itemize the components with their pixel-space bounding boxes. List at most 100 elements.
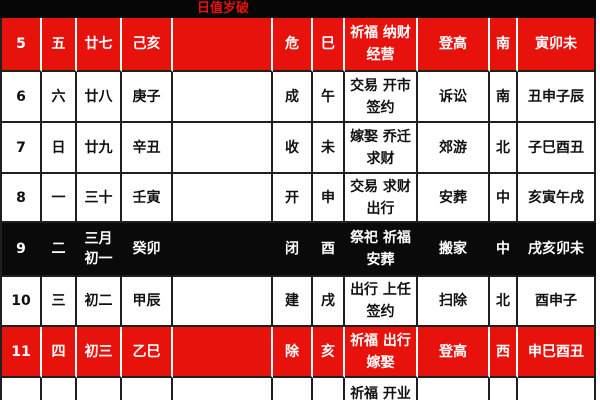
hour-branch-cell: 午: [313, 72, 345, 123]
note-cell: [173, 18, 273, 72]
weekday-cell: 四: [42, 327, 77, 378]
ganzhi-cell: 己亥: [122, 18, 173, 72]
duty-officer-cell: 成: [273, 72, 313, 123]
date-cell: [0, 378, 42, 400]
activity-cell: 诉讼: [418, 72, 490, 123]
hour-branch-cell: 亥: [313, 327, 345, 378]
activity-cell: 登高: [418, 327, 490, 378]
auspicious-activities-cell: 祭祀 祈福 安葬: [345, 223, 418, 277]
clash-hours-cell: [518, 378, 596, 400]
note-cell: [173, 277, 273, 327]
hour-branch-cell: 戌: [313, 277, 345, 327]
auspicious-activities-cell: 嫁娶 乔迁 求财: [345, 123, 418, 174]
table-row: 祈福 开业: [0, 378, 596, 400]
clash-hours-cell: 寅卯未: [518, 18, 596, 72]
direction-cell: 中: [490, 223, 518, 277]
note-cell: [173, 174, 273, 223]
banner-cell: [345, 0, 418, 18]
direction-cell: 南: [490, 72, 518, 123]
auspicious-activities-cell: 祈福 纳财 经营: [345, 18, 418, 72]
clash-hours-cell: 丑申子辰: [518, 72, 596, 123]
activity-cell: [418, 378, 490, 400]
auspicious-activities-cell: 交易 开市 签约: [345, 72, 418, 123]
auspicious-activities-cell: 祈福 出行 嫁娶: [345, 327, 418, 378]
direction-cell: 中: [490, 174, 518, 223]
activity-cell: 搬家: [418, 223, 490, 277]
hour-branch-cell: [313, 378, 345, 400]
weekday-cell: 六: [42, 72, 77, 123]
date-cell: 10: [0, 277, 42, 327]
activity-cell: 郊游: [418, 123, 490, 174]
hour-branch-cell: 申: [313, 174, 345, 223]
note-cell: [173, 72, 273, 123]
ganzhi-cell: 庚子: [122, 72, 173, 123]
clash-hours-cell: 戌亥卯未: [518, 223, 596, 277]
hour-branch-cell: 酉: [313, 223, 345, 277]
banner-label: 日值岁破: [173, 0, 273, 18]
duty-officer-cell: 除: [273, 327, 313, 378]
banner-cell: [77, 0, 122, 18]
weekday-cell: 日: [42, 123, 77, 174]
direction-cell: 南: [490, 18, 518, 72]
date-cell: 6: [0, 72, 42, 123]
table-row: 8 一 三十 壬寅 开 申 交易 求财 出行 安葬 中 亥寅午戌: [0, 174, 596, 223]
banner-cell: [490, 0, 518, 18]
direction-cell: 北: [490, 277, 518, 327]
table-row: 11 四 初三 乙巳 除 亥 祈福 出行 嫁娶 登高 西 申巳酉丑: [0, 327, 596, 378]
clash-hours-cell: 子巳酉丑: [518, 123, 596, 174]
lunar-date-cell: 廿八: [77, 72, 122, 123]
banner-cell: [273, 0, 313, 18]
ganzhi-cell: 乙巳: [122, 327, 173, 378]
table-row: 7 日 廿九 辛丑 收 未 嫁娶 乔迁 求财 郊游 北 子巳酉丑: [0, 123, 596, 174]
hour-branch-cell: 未: [313, 123, 345, 174]
banner-cell: [122, 0, 173, 18]
direction-cell: 西: [490, 327, 518, 378]
activity-cell: 安葬: [418, 174, 490, 223]
auspicious-activities-cell: 交易 求财 出行: [345, 174, 418, 223]
date-cell: 8: [0, 174, 42, 223]
note-cell: [173, 123, 273, 174]
banner-cell: [313, 0, 345, 18]
auspicious-activities-cell: 出行 上任 签约: [345, 277, 418, 327]
ganzhi-cell: 癸卯: [122, 223, 173, 277]
duty-officer-cell: 危: [273, 18, 313, 72]
ganzhi-cell: [122, 378, 173, 400]
duty-officer-cell: [273, 378, 313, 400]
date-cell: 7: [0, 123, 42, 174]
note-cell: [173, 378, 273, 400]
weekday-cell: 三: [42, 277, 77, 327]
direction-cell: 北: [490, 123, 518, 174]
date-cell: 9: [0, 223, 42, 277]
activity-cell: 扫除: [418, 277, 490, 327]
lunar-date-cell: 三十: [77, 174, 122, 223]
clash-hours-cell: 申巳酉丑: [518, 327, 596, 378]
weekday-cell: 五: [42, 18, 77, 72]
banner-row: 日值岁破: [0, 0, 596, 18]
duty-officer-cell: 闭: [273, 223, 313, 277]
weekday-cell: 一: [42, 174, 77, 223]
hour-branch-cell: 巳: [313, 18, 345, 72]
clash-hours-cell: 亥寅午戌: [518, 174, 596, 223]
note-cell: [173, 223, 273, 277]
ganzhi-cell: 辛丑: [122, 123, 173, 174]
lunar-date-cell: 廿九: [77, 123, 122, 174]
banner-cell: [0, 0, 42, 18]
banner-cell: [518, 0, 596, 18]
lunar-date-cell: 廿七: [77, 18, 122, 72]
date-cell: 11: [0, 327, 42, 378]
note-cell: [173, 327, 273, 378]
ganzhi-cell: 甲辰: [122, 277, 173, 327]
weekday-cell: 二: [42, 223, 77, 277]
ganzhi-cell: 壬寅: [122, 174, 173, 223]
table-row: 6 六 廿八 庚子 成 午 交易 开市 签约 诉讼 南 丑申子辰: [0, 72, 596, 123]
table-row: 5 五 廿七 己亥 危 巳 祈福 纳财 经营 登高 南 寅卯未: [0, 18, 596, 72]
lunar-date-cell: 三月初一: [77, 223, 122, 277]
clash-hours-cell: 酉申子: [518, 277, 596, 327]
duty-officer-cell: 开: [273, 174, 313, 223]
duty-officer-cell: 收: [273, 123, 313, 174]
auspicious-activities-cell: 祈福 开业: [345, 378, 418, 400]
table-row: 10 三 初二 甲辰 建 戌 出行 上任 签约 扫除 北 酉申子: [0, 277, 596, 327]
activity-cell: 登高: [418, 18, 490, 72]
